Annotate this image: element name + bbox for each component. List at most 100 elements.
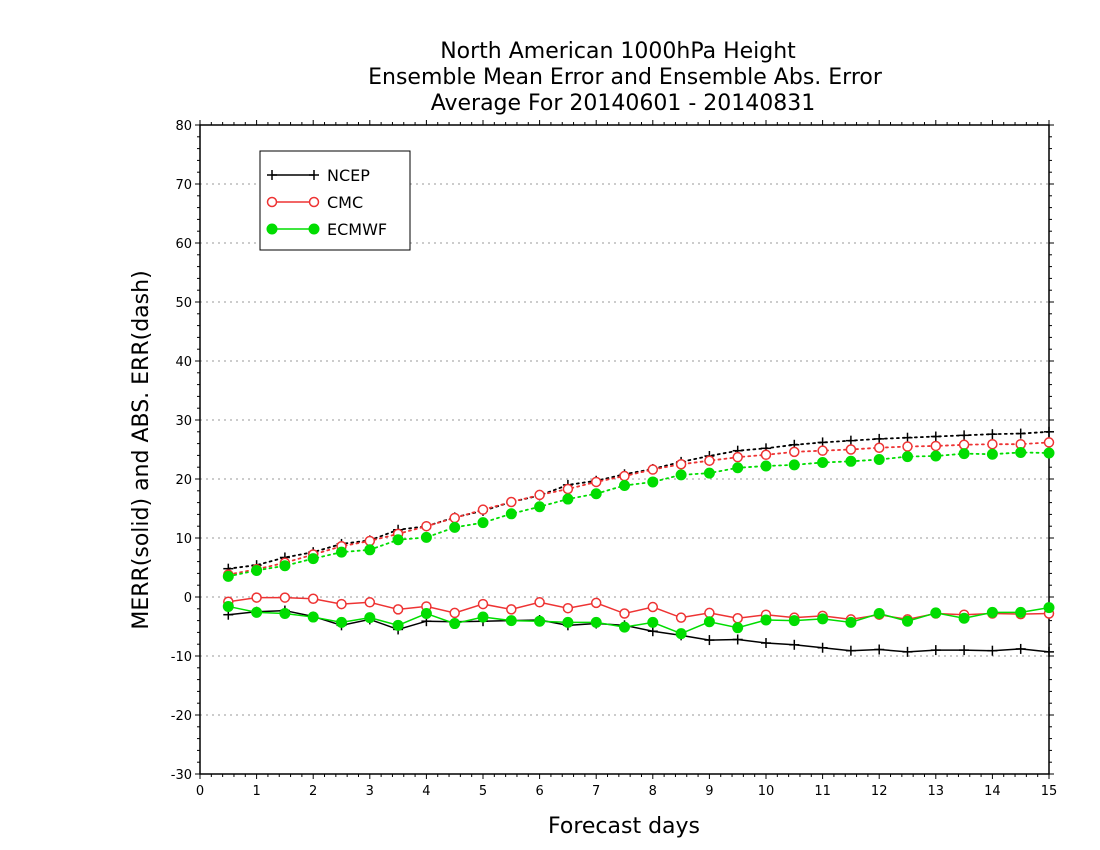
ncep-abs-err-line [227, 430, 1050, 570]
ecmwf-abs-err-point [760, 460, 772, 472]
ecmwf-abs-err-point [505, 508, 517, 520]
ncep-merr-point [647, 626, 658, 637]
ecmwf-merr-point [420, 608, 432, 620]
ecmwf-abs-err-point [873, 454, 885, 466]
y-tick-label: 20 [175, 473, 192, 488]
ecmwf-abs-err-point [703, 467, 715, 479]
legend-marker-ecmwf-b [308, 223, 320, 235]
ecmwf-abs-err-point [307, 553, 319, 565]
ecmwf-merr-point [986, 606, 998, 618]
y-tick-label: 60 [175, 237, 192, 252]
ncep-merr-point [987, 645, 998, 656]
cmc-abs-err-point [590, 476, 602, 488]
ecmwf-merr-point [336, 616, 347, 628]
x-axis-label: Forecast days [548, 814, 700, 839]
y-tick-label: 70 [175, 178, 192, 193]
ecmwf-abs-err-point [392, 534, 404, 546]
y-tick-label: -10 [171, 650, 192, 665]
y-tick-label: 0 [184, 591, 192, 606]
cmc-abs-err-point [817, 445, 828, 456]
ecmwf-abs-err-point [788, 459, 800, 471]
ncep-abs-err-point [845, 435, 856, 446]
legend-marker-ncep-a [267, 170, 277, 180]
ecmwf-merr-point [732, 622, 744, 634]
cmc-abs-err-point [477, 504, 489, 515]
cmc-abs-err-point [506, 496, 517, 508]
x-tick-label: 0 [196, 784, 204, 799]
ncep-merr-point [732, 634, 743, 645]
cmc-abs-err-point [675, 459, 687, 470]
grid-lines [200, 183, 1049, 716]
x-tick-label: 14 [984, 784, 1001, 799]
ecmwf-merr-point [534, 615, 546, 627]
cmc-abs-err-point [704, 455, 715, 466]
ncep-merr-point [902, 646, 913, 657]
ecmwf-merr-point [449, 618, 461, 630]
cmc-abs-err-point [421, 520, 432, 532]
x-tick-label: 10 [758, 784, 775, 799]
cmc-abs-err-point [732, 451, 743, 463]
cmc-abs-err-point [562, 483, 574, 495]
ecmwf-abs-err-point [590, 488, 602, 500]
ncep-abs-err-point [930, 431, 941, 442]
ecmwf-abs-err-point [420, 531, 432, 543]
cmc-merr-point [619, 608, 630, 619]
cmc-merr-point [336, 598, 347, 610]
ncep-merr-point [845, 645, 856, 656]
ecmwf-abs-err-point [1015, 446, 1027, 458]
ecmwf-abs-err-point [845, 455, 857, 467]
cmc-abs-err-point [647, 464, 659, 475]
cmc-abs-err-point [619, 470, 630, 482]
x-tick-label: 9 [705, 784, 713, 799]
cmc-merr-point [675, 612, 687, 623]
cmc-merr-point [307, 593, 319, 605]
ncep-abs-err-point [874, 433, 885, 444]
ecmwf-merr-point [619, 621, 630, 633]
ecmwf-merr-point [760, 614, 772, 626]
y-tick-label: 10 [175, 532, 192, 547]
cmc-abs-err-point [449, 512, 460, 524]
cmc-merr-point [449, 607, 460, 619]
cmc-abs-err-point [534, 489, 545, 501]
ncep-abs-err-point [959, 430, 970, 441]
ecmwf-abs-err-point [222, 570, 234, 582]
y-tick-label: 40 [175, 355, 192, 370]
x-tick-label: 3 [366, 784, 374, 799]
ecmwf-abs-err-point [1043, 447, 1055, 459]
legend-box [259, 150, 411, 251]
ncep-merr-point [1015, 643, 1026, 654]
legend-marker-ncep-b [309, 170, 319, 180]
x-tick-label: 15 [1041, 784, 1058, 799]
cmc-abs-err-point [1043, 437, 1055, 448]
y-tick-label: 30 [175, 414, 192, 429]
legend-marker-ecmwf-a [266, 223, 278, 235]
ecmwf-merr-point [279, 608, 291, 620]
ecmwf-abs-err-point [562, 493, 574, 505]
legend-label-cmc: CMC [327, 193, 363, 212]
cmc-merr-point [732, 612, 743, 624]
ecmwf-abs-err-line [227, 451, 1050, 578]
y-tick-label: 50 [175, 296, 192, 311]
y-tick-label: -20 [171, 709, 192, 724]
ecmwf-merr-point [251, 606, 263, 618]
ecmwf-abs-err-point [534, 501, 546, 513]
ecmwf-merr-point [817, 613, 829, 625]
x-tick-label: 8 [649, 784, 657, 799]
cmc-merr-point [562, 602, 574, 614]
ecmwf-abs-err-point [675, 469, 687, 481]
legend-label-ncep: NCEP [327, 166, 370, 185]
ecmwf-merr-point [590, 616, 602, 628]
cmc-merr-point [392, 604, 404, 615]
y-tick-label: -30 [171, 768, 192, 783]
x-tick-label: 1 [252, 784, 260, 799]
ecmwf-abs-err-point [902, 451, 913, 463]
ecmwf-abs-err-point [958, 448, 970, 460]
x-tick-label: 12 [871, 784, 888, 799]
x-tick-label: 11 [814, 784, 831, 799]
ecmwf-merr-point [788, 615, 800, 627]
ncep-abs-err-point [1044, 426, 1054, 437]
ncep-merr-point [761, 638, 771, 649]
cmc-merr-point [534, 597, 545, 608]
cmc-merr-point [477, 598, 489, 610]
